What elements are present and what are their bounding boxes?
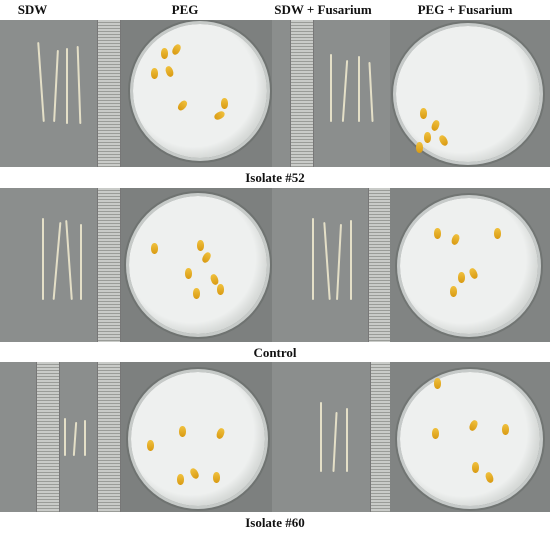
ruler [368, 188, 390, 342]
photo-sdw-row3 [0, 362, 121, 512]
ruler [97, 188, 121, 342]
photo-peg-fusarium-row2 [390, 188, 550, 342]
photo-peg-fusarium-row3 [390, 362, 550, 512]
row-label-isolate-60: Isolate #60 [245, 515, 305, 530]
ruler [290, 20, 314, 167]
ruler [370, 362, 390, 512]
photo-peg-row1 [121, 20, 272, 167]
photo-sdw-row2 [0, 188, 121, 342]
column-header-sdw-fusarium: SDW + Fusarium [274, 2, 372, 17]
photo-peg-row2 [121, 188, 272, 342]
column-header-sdw: SDW [17, 2, 48, 17]
photo-peg-row3 [121, 362, 272, 512]
photo-sdw-fusarium-row3 [272, 362, 390, 512]
column-header-peg: PEG [171, 2, 199, 17]
column-header-peg-fusarium: PEG + Fusarium [417, 2, 513, 17]
photo-sdw-fusarium-row2 [272, 188, 390, 342]
row-label-control: Control [253, 345, 297, 360]
ruler [97, 362, 121, 512]
ruler [97, 20, 121, 167]
ruler [36, 362, 60, 512]
photo-sdw-row1 [0, 20, 121, 167]
row-label-isolate-52: Isolate #52 [245, 170, 305, 185]
photo-sdw-fusarium-row1 [272, 20, 390, 167]
photo-peg-fusarium-row1 [390, 20, 550, 167]
